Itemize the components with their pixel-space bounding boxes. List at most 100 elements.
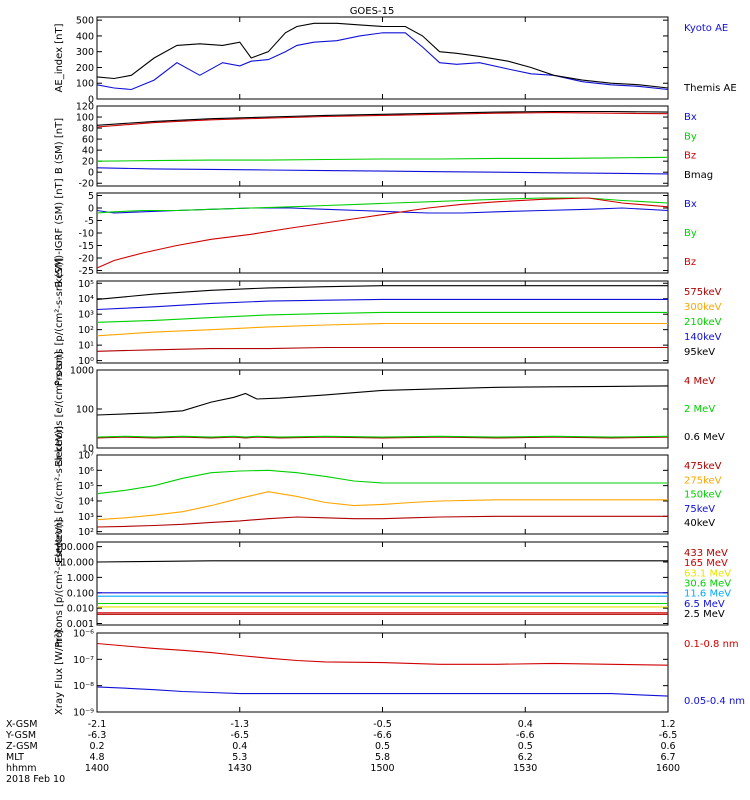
y-tick-label: 10³	[78, 310, 94, 321]
legend-kyoto-ae: Kyoto AE	[684, 23, 728, 34]
x-tick-value: 0.5	[375, 741, 390, 752]
panel-8: 10⁻⁹ 10⁻⁸ 10⁻⁷ 10⁻⁶ Xray Flux [W/m²] 0.1-0.8 …	[54, 629, 745, 719]
x-tick-value: 4.8	[89, 752, 104, 763]
y-tick-label: 0	[88, 204, 94, 215]
panel-7: 0.001 0.010 0.100 1.000 10.000 100.000Protons…	[54, 519, 731, 647]
y-tick-label: -5	[85, 216, 94, 227]
x-tick-value: -6.5	[659, 730, 678, 741]
legend-40kev: 40keV	[684, 518, 715, 529]
legend-0-6-mev: 0.6 MeV	[684, 432, 725, 443]
y-tick-label: 10⁻⁸	[73, 681, 94, 692]
x-tick-value: 0.2	[89, 741, 104, 752]
y-tick-label: -15	[78, 241, 94, 252]
y-tick-label: 10.000	[61, 558, 94, 569]
series-line-bz	[96, 112, 669, 128]
legend-275kev: 275keV	[684, 475, 722, 486]
series-line-0-1-0-8-nm	[96, 642, 669, 666]
panel-frame	[96, 192, 669, 274]
y-tick-label: 10¹	[78, 341, 94, 352]
panel-1: 0 100 200 300 400 500 AE_index [nT] Kyoto AE The…	[54, 16, 737, 106]
legend-11-6-mev: 11.6 MeV	[684, 589, 731, 600]
legend-150kev: 150keV	[684, 490, 722, 501]
y-tick-label: 100.000	[55, 542, 94, 553]
y-tick-label: -25	[78, 266, 94, 277]
x-tick-value: 1530	[513, 763, 537, 774]
y-axis-label: Electrons [e/(cm²-s-sr-keV)]	[54, 426, 65, 563]
legend-2-5-mev: 2.5 MeV	[684, 609, 725, 620]
y-tick-label: 0.010	[67, 604, 94, 615]
y-axis-label: Protons [p/(cm²-s-sr-keV)]	[54, 519, 65, 647]
y-tick-label: 10⁻⁷	[73, 655, 94, 666]
y-tick-label: 10⁴	[78, 294, 94, 305]
series-line-bx	[96, 167, 669, 175]
series-line-by	[96, 197, 669, 214]
y-tick-label: 10⁻⁶	[73, 629, 94, 640]
legend-210kev: 210keV	[684, 317, 722, 328]
series-line-bz	[96, 197, 669, 269]
series-line-themis-ae	[96, 22, 669, 89]
series-line-95kev	[96, 285, 668, 300]
y-tick-label: 1000	[70, 366, 94, 377]
legend-bx: Bx	[684, 199, 697, 210]
y-tick-label: 10⁶	[78, 466, 94, 477]
series-line-bmag	[96, 110, 669, 126]
x-tick-value: 1500	[370, 763, 394, 774]
series-line-475kev	[96, 515, 668, 528]
x-tick-value: 0.6	[660, 741, 675, 752]
y-tick-label: 10⁻⁹	[73, 708, 94, 719]
y-tick-label: 0.001	[67, 619, 94, 630]
legend-by: By	[684, 131, 697, 142]
legend-165-mev: 165 MeV	[684, 558, 728, 569]
y-tick-label: 10²	[78, 325, 94, 336]
panel-5: 10 100 1000 Electrons [e/(cm²-s-sr)] 4 MeV 2 …	[54, 351, 725, 467]
panel-4: 10⁰ 10¹ 10² 10³ 10⁴ 10⁵ Protons [p/(cm²-s-sr-k…	[54, 258, 722, 386]
legend-0-05-0-4-nm: 0.05-0.4 nm	[684, 696, 745, 707]
y-tick-label: 0	[88, 168, 94, 179]
panel-frame	[96, 280, 669, 364]
legend-575kev: 575keV	[684, 287, 722, 298]
y-tick-label: 100	[76, 79, 94, 90]
legend-0-1-0-8-nm: 0.1-0.8 nm	[684, 639, 739, 650]
x-tick-value: -0.5	[373, 719, 392, 730]
x-tick-value: -1.3	[230, 719, 249, 730]
y-tick-label: 120	[76, 102, 94, 113]
x-row-label: MLT	[6, 752, 24, 763]
x-tick-value: -6.3	[88, 730, 107, 741]
y-tick-label: 10⁵	[78, 279, 94, 290]
x-tick-value: 1400	[85, 763, 109, 774]
chart-title: GOES-15	[350, 6, 395, 17]
y-tick-label: 10⁰	[78, 356, 94, 367]
series-line-210kev	[96, 311, 668, 323]
x-tick-value: 1600	[656, 763, 680, 774]
y-tick-label: -20	[78, 179, 94, 190]
y-axis-label: AE_index [nT]	[54, 23, 65, 92]
y-tick-label: 80	[82, 124, 94, 135]
y-tick-label: 500	[76, 16, 94, 27]
y-tick-label: 0	[88, 95, 94, 106]
legend-75kev: 75keV	[684, 504, 715, 515]
series-line-kyoto-ae	[96, 32, 669, 91]
y-tick-label: -10	[78, 229, 94, 240]
y-tick-label: 1.000	[67, 573, 94, 584]
y-tick-label: 10	[82, 444, 94, 455]
x-tick-value: 0.4	[232, 741, 247, 752]
x-row-label: X-GSM	[6, 719, 37, 730]
y-tick-label: -20	[78, 254, 94, 265]
panel-frame	[96, 632, 669, 713]
legend-6-5-mev: 6.5 MeV	[684, 599, 725, 610]
legend-themis-ae: Themis AE	[683, 83, 737, 94]
series-line-0-6-mev	[96, 385, 669, 416]
series-line-0-05-0-4-nm	[96, 686, 669, 697]
y-tick-label: 60	[82, 135, 94, 146]
legend-475kev: 475keV	[684, 461, 722, 472]
legend-63-1-mev: 63.1 MeV	[684, 568, 731, 579]
legend-bz: Bz	[684, 151, 696, 162]
x-tick-value: 5.3	[232, 752, 247, 763]
x-tick-value: 5.8	[375, 752, 390, 763]
y-axis-label: B (SM)-IGRF (SM) [nT]	[54, 178, 65, 287]
legend-300kev: 300keV	[684, 302, 722, 313]
legend-140kev: 140keV	[684, 332, 722, 343]
